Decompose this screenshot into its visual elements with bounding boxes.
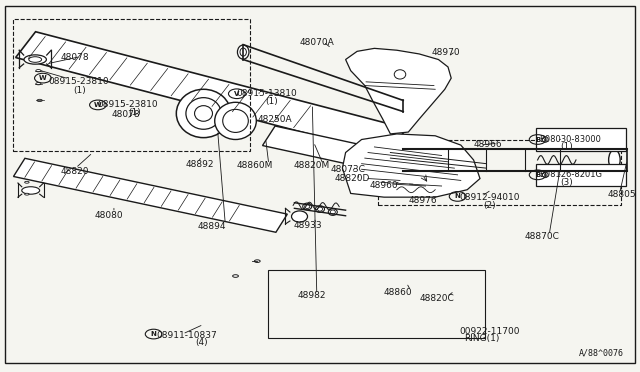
Polygon shape — [262, 126, 403, 173]
Ellipse shape — [543, 172, 548, 177]
Ellipse shape — [240, 48, 246, 56]
Ellipse shape — [316, 206, 324, 212]
Text: (1): (1) — [560, 142, 573, 151]
Text: B: B — [535, 172, 540, 178]
Ellipse shape — [292, 211, 308, 222]
Ellipse shape — [328, 209, 337, 215]
Text: B08030-83000: B08030-83000 — [539, 135, 601, 144]
Ellipse shape — [305, 205, 310, 208]
Text: (1): (1) — [128, 108, 141, 117]
FancyBboxPatch shape — [536, 164, 626, 186]
Ellipse shape — [317, 207, 323, 211]
Ellipse shape — [609, 150, 620, 170]
Polygon shape — [13, 158, 287, 232]
Text: 08915-13810: 08915-13810 — [237, 89, 298, 98]
Text: 48078: 48078 — [112, 110, 141, 119]
Text: 48070A: 48070A — [300, 38, 334, 47]
Text: 48078: 48078 — [61, 53, 90, 62]
Text: 48805: 48805 — [608, 190, 637, 199]
Text: W: W — [94, 102, 102, 108]
Text: 48820D: 48820D — [334, 174, 369, 183]
Ellipse shape — [177, 89, 231, 138]
Ellipse shape — [29, 57, 42, 62]
Ellipse shape — [255, 260, 260, 263]
Ellipse shape — [195, 106, 212, 121]
Text: N: N — [454, 193, 461, 199]
Ellipse shape — [403, 161, 417, 166]
Ellipse shape — [233, 275, 238, 278]
Ellipse shape — [214, 102, 256, 140]
Text: B: B — [535, 137, 540, 142]
Ellipse shape — [186, 98, 221, 129]
Text: 48820M: 48820M — [293, 161, 330, 170]
Ellipse shape — [25, 181, 29, 183]
Ellipse shape — [303, 203, 312, 210]
Text: (4): (4) — [195, 339, 208, 347]
Ellipse shape — [37, 99, 42, 102]
Text: V: V — [234, 91, 239, 97]
Text: 48970: 48970 — [432, 48, 461, 57]
Ellipse shape — [24, 55, 47, 64]
Text: 08912-94010: 08912-94010 — [460, 193, 520, 202]
Text: 48933: 48933 — [293, 221, 322, 230]
Text: 48960: 48960 — [370, 182, 399, 190]
Ellipse shape — [237, 45, 249, 59]
Ellipse shape — [36, 70, 41, 72]
Text: 48080: 48080 — [95, 211, 124, 219]
Text: 00922-11700: 00922-11700 — [460, 327, 520, 336]
Text: 48976: 48976 — [408, 196, 437, 205]
Polygon shape — [346, 48, 451, 134]
Text: (1): (1) — [266, 97, 278, 106]
Ellipse shape — [22, 187, 40, 194]
Text: 48892: 48892 — [186, 160, 214, 169]
Ellipse shape — [543, 137, 548, 142]
Ellipse shape — [394, 70, 406, 79]
Ellipse shape — [330, 210, 335, 214]
Text: N: N — [150, 331, 157, 337]
Text: (1): (1) — [74, 86, 86, 94]
Text: 08915-23810: 08915-23810 — [97, 100, 158, 109]
Text: 48982: 48982 — [298, 291, 326, 300]
Text: RING(1): RING(1) — [464, 334, 499, 343]
Ellipse shape — [36, 83, 41, 85]
Text: A/88^0076: A/88^0076 — [579, 349, 624, 358]
Text: 48073C: 48073C — [330, 165, 365, 174]
Text: 08915-23810: 08915-23810 — [48, 77, 109, 86]
Text: 08911-10837: 08911-10837 — [157, 331, 218, 340]
FancyBboxPatch shape — [536, 128, 626, 151]
Text: 48894: 48894 — [197, 222, 226, 231]
Text: 48820: 48820 — [61, 167, 90, 176]
Text: B08126-8201G: B08126-8201G — [539, 170, 602, 179]
Text: W: W — [39, 75, 47, 81]
Text: (3): (3) — [560, 178, 573, 187]
Ellipse shape — [25, 193, 29, 195]
Text: (2): (2) — [483, 201, 496, 210]
Polygon shape — [15, 32, 407, 154]
Text: 48860: 48860 — [384, 288, 413, 296]
Polygon shape — [342, 134, 480, 197]
Text: 48820C: 48820C — [419, 294, 454, 303]
Text: 48250A: 48250A — [257, 115, 292, 124]
Text: 48870C: 48870C — [525, 232, 559, 241]
Text: 48966: 48966 — [474, 140, 502, 149]
Text: 48860M: 48860M — [237, 161, 273, 170]
Ellipse shape — [223, 109, 248, 132]
